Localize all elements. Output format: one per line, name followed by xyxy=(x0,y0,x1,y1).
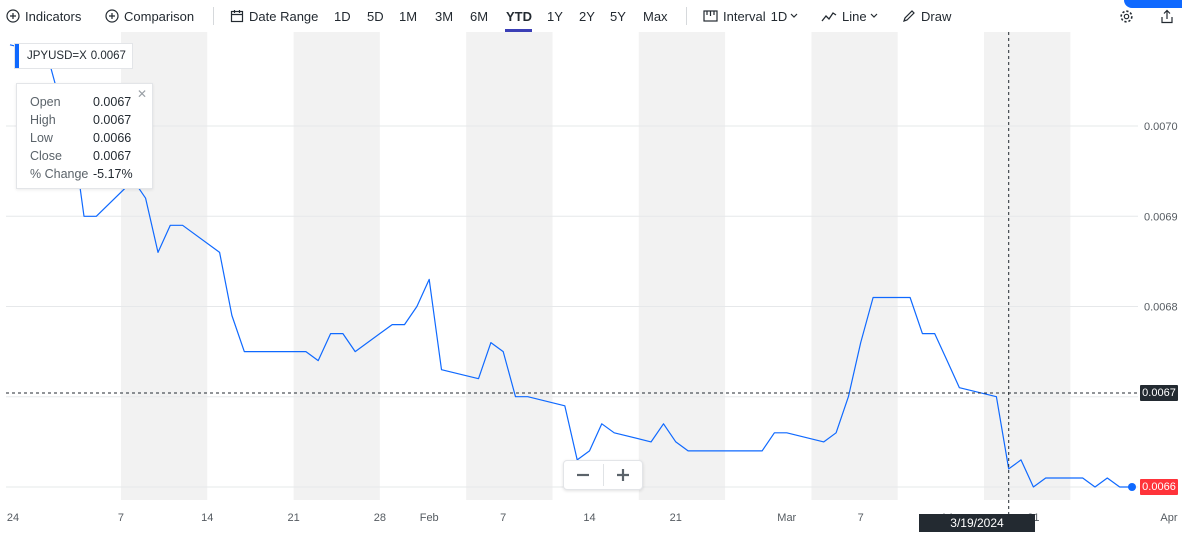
range-max[interactable]: Max xyxy=(643,8,668,24)
tooltip-value: -5.17% xyxy=(93,167,133,181)
x-tick-label: Feb xyxy=(420,512,439,524)
comparison-label: Comparison xyxy=(124,8,195,24)
range-ytd[interactable]: YTD xyxy=(506,8,532,24)
chart-type-label: Line xyxy=(842,8,867,24)
indicators-button[interactable]: Indicators xyxy=(6,0,81,32)
range-1d[interactable]: 1D xyxy=(334,8,351,24)
x-tick-label: 21 xyxy=(670,512,682,524)
calendar-icon xyxy=(230,10,244,23)
plus-circle-icon xyxy=(105,9,119,23)
x-tick-label: Apr xyxy=(1160,512,1177,524)
crosshair-date-label: 3/19/2024 xyxy=(919,514,1035,532)
settings-button[interactable] xyxy=(1119,0,1139,32)
plus-circle-icon xyxy=(6,9,20,23)
series-color-bar xyxy=(15,44,19,68)
plus-icon xyxy=(616,469,629,481)
ohlc-tooltip: ✕ Open 0.0067 High 0.0067 Low 0.0066 Clo… xyxy=(16,83,153,189)
chevron-down-icon xyxy=(790,13,798,18)
date-range-button[interactable]: Date Range xyxy=(230,0,318,32)
minus-icon xyxy=(577,473,590,477)
tooltip-row-high: High 0.0067 xyxy=(30,111,140,129)
draw-label: Draw xyxy=(921,8,952,24)
comparison-button[interactable]: Comparison xyxy=(105,0,194,32)
x-tick-label: Mar xyxy=(777,512,796,524)
last-price-label: 0.0066 xyxy=(1140,479,1178,495)
date-range-label: Date Range xyxy=(249,8,319,24)
chart-type-button[interactable]: Line xyxy=(821,0,878,32)
tooltip-value: 0.0067 xyxy=(93,149,132,163)
range-6m[interactable]: 6M xyxy=(470,8,489,24)
x-tick-label: 7 xyxy=(858,512,864,524)
close-icon[interactable]: ✕ xyxy=(136,87,147,101)
week-band xyxy=(811,32,898,500)
active-range-indicator xyxy=(505,29,532,32)
tooltip-label: % Change xyxy=(30,167,89,181)
y-tick-label: 0.0069 xyxy=(1144,211,1178,223)
y-tick-label: 0.0070 xyxy=(1144,121,1178,133)
range-1m[interactable]: 1M xyxy=(399,8,418,24)
share-button[interactable] xyxy=(1160,0,1179,32)
range-5y[interactable]: 5Y xyxy=(610,8,626,24)
week-band xyxy=(293,32,380,500)
toolbar-divider xyxy=(213,7,214,25)
tooltip-value: 0.0067 xyxy=(93,95,132,109)
x-tick-label: 7 xyxy=(118,512,124,524)
tooltip-label: High xyxy=(30,113,56,127)
promo-tab xyxy=(1124,0,1182,8)
week-band xyxy=(466,32,553,500)
interval-button[interactable]: Interval 1D xyxy=(703,0,798,32)
week-band xyxy=(984,32,1071,500)
tooltip-row-close: Close 0.0067 xyxy=(30,147,140,165)
pencil-icon xyxy=(903,10,915,22)
y-tick-label: 0.0068 xyxy=(1144,302,1178,314)
range-3m[interactable]: 3M xyxy=(435,8,454,24)
tooltip-row-change: % Change -5.17% xyxy=(30,165,140,183)
zoom-out-button[interactable] xyxy=(564,461,603,489)
tooltip-label: Close xyxy=(30,149,62,163)
gear-icon xyxy=(1120,9,1133,23)
week-band xyxy=(638,32,726,500)
toolbar-divider xyxy=(686,7,687,25)
line-chart-icon xyxy=(821,12,837,22)
chevron-down-icon xyxy=(870,13,878,18)
zoom-controls xyxy=(563,460,643,490)
chart-toolbar: Indicators Comparison Date Range 1D 5D 1… xyxy=(0,0,1182,32)
interval-value: 1D xyxy=(770,8,788,24)
draw-button[interactable]: Draw xyxy=(902,0,951,32)
x-tick-label: 21 xyxy=(287,512,299,524)
symbol-price: 0.0067 xyxy=(90,50,126,62)
interval-label: Interval xyxy=(723,8,766,24)
x-tick-label: 14 xyxy=(201,512,213,524)
last-price-dot xyxy=(1128,483,1136,491)
range-1y[interactable]: 1Y xyxy=(547,8,563,24)
tooltip-label: Low xyxy=(30,131,53,145)
x-tick-label: 7 xyxy=(500,512,506,524)
x-tick-label: 24 xyxy=(7,512,19,524)
crosshair-price-label: 0.0067 xyxy=(1140,385,1178,401)
tooltip-row-open: Open 0.0067 xyxy=(30,93,140,111)
symbol-ticker: JPYUSD=X xyxy=(27,50,87,62)
x-tick-label: 14 xyxy=(583,512,595,524)
tooltip-label: Open xyxy=(30,95,61,109)
indicators-label: Indicators xyxy=(25,8,82,24)
tooltip-value: 0.0067 xyxy=(93,113,132,127)
share-icon xyxy=(1161,9,1173,23)
price-line xyxy=(9,44,1132,488)
tooltip-value: 0.0066 xyxy=(93,131,132,145)
zoom-divider xyxy=(602,464,604,486)
zoom-in-button[interactable] xyxy=(603,461,642,489)
tooltip-row-low: Low 0.0066 xyxy=(30,129,140,147)
range-2y[interactable]: 2Y xyxy=(579,8,595,24)
ruler-icon xyxy=(703,10,718,22)
symbol-tag: JPYUSD=X 0.0067 xyxy=(14,43,133,69)
x-tick-label: 28 xyxy=(374,512,386,524)
range-5d[interactable]: 5D xyxy=(367,8,384,24)
